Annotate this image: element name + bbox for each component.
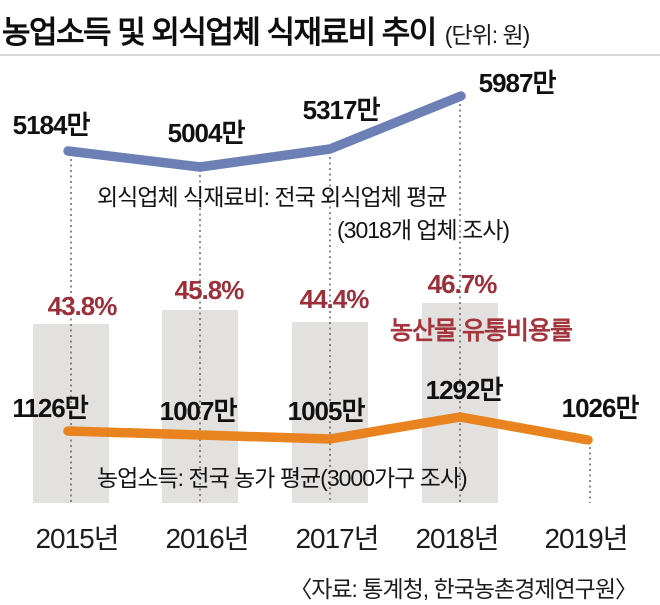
percent-label: 43.8%: [48, 291, 118, 321]
percent-label: 44.4%: [300, 284, 370, 314]
value-label: 1026만: [562, 393, 640, 423]
value-label: 1126만: [12, 393, 88, 423]
farm-value-labels: 1126만 1007만 1005만 1292만 1026만: [12, 375, 640, 426]
title-divider: [0, 54, 660, 56]
year-label: 2016년: [165, 523, 248, 554]
percent-label: 46.7%: [428, 269, 498, 299]
year-label: 2018년: [415, 523, 498, 554]
farm-note: 농업소득: 전국 농가 평균(3000가구 조사): [97, 465, 467, 491]
restaurant-note-line1: 외식업체 식재료비: 전국 외식업체 평균: [97, 184, 447, 210]
percent-labels: 43.8% 45.8% 44.4% 46.7%: [48, 269, 499, 321]
bar-2017: [292, 322, 368, 503]
restaurant-value-labels: 5184만 5004만 5317만 5987만: [13, 68, 558, 148]
value-label: 1005만: [288, 396, 366, 426]
value-label: 5317만: [303, 95, 381, 125]
chart-title: 농업소득 및 외식업체 식재료비 추이: [2, 15, 437, 50]
farm-income-line: [63, 412, 593, 445]
percent-label: 45.8%: [175, 275, 245, 305]
value-label: 5987만: [479, 68, 557, 98]
distribution-ratio-label: 농산물 유통비용률: [390, 317, 573, 345]
restaurant-note-line2: (3018개 업체 조사): [337, 217, 509, 243]
year-label: 2017년: [295, 523, 378, 554]
restaurant-cost-line: [63, 91, 466, 172]
year-label: 2015년: [35, 523, 118, 554]
x-axis-labels: 2015년 2016년 2017년 2018년 2019년: [35, 523, 628, 554]
dotted-guides: [70, 104, 591, 503]
chart-header: 농업소득 및 외식업체 식재료비 추이 (단위: 원): [2, 7, 531, 52]
value-label: 1292만: [426, 375, 504, 405]
value-label: 1007만: [160, 396, 238, 426]
chart-unit-label: (단위: 원): [444, 22, 531, 48]
source-credit: 〈자료: 통계청, 한국농촌경제연구원〉: [289, 576, 637, 602]
value-label: 5004만: [168, 118, 246, 148]
year-label: 2019년: [544, 523, 627, 554]
value-label: 5184만: [13, 110, 91, 140]
